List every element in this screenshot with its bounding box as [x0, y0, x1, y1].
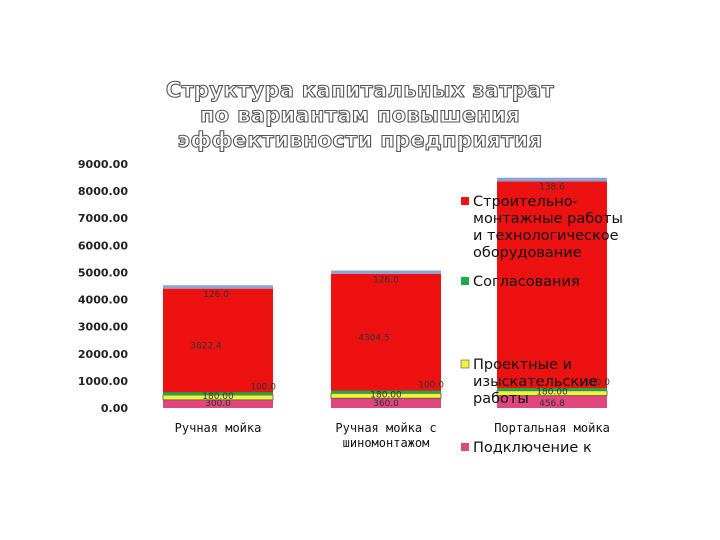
legend-label: оборудование	[473, 245, 582, 261]
data-label: 100.0	[584, 378, 610, 388]
data-label: 126.0	[373, 276, 399, 286]
legend-label: Проектные и	[473, 357, 572, 373]
bar-segment	[497, 395, 607, 408]
bar-segment	[331, 390, 441, 394]
bar-segment	[331, 273, 441, 391]
category-label: Портальная мойка	[494, 421, 610, 435]
y-tick-label: 6000.00	[78, 239, 128, 252]
legend-label: Подключение к	[473, 440, 592, 456]
y-axis: 0.00 1000.00 2000.00 3000.00 4000.00 5000.00 6…	[78, 158, 128, 415]
bars	[162, 177, 608, 408]
y-tick-label: 2000.00	[78, 348, 128, 361]
legend-label: изыскательские	[473, 374, 598, 390]
data-label: 100.0	[418, 381, 444, 391]
y-tick-label: 9000.00	[78, 158, 128, 171]
data-label: 180.00	[370, 390, 402, 400]
y-tick-label: 8000.00	[78, 185, 128, 198]
y-tick-label: 0.00	[101, 402, 128, 415]
data-label: 180.00	[536, 388, 568, 398]
bar-segment	[163, 399, 273, 408]
data-label: 360.0	[373, 399, 399, 409]
bar-segment	[331, 398, 441, 408]
legend-label: работы	[473, 391, 529, 407]
bar-segment	[163, 391, 273, 395]
legend-label: Согласования	[473, 274, 580, 290]
y-tick-label: 4000.00	[78, 294, 128, 307]
data-label: 180.00	[202, 392, 234, 402]
category-label: Ручная мойка	[175, 421, 262, 435]
chart-title: Структура капитальных затрат по варианта…	[165, 77, 555, 152]
data-label: 138.6	[539, 183, 565, 193]
legend-label: и технологическое	[473, 228, 619, 244]
bar-segment	[163, 285, 273, 289]
data-label: 3822.4	[190, 341, 222, 351]
data-label: 4304.5	[358, 333, 390, 343]
data-label: 300.0	[205, 399, 231, 409]
y-tick-label: 7000.00	[78, 212, 128, 225]
y-tick-label: 1000.00	[78, 375, 128, 388]
bar-segment	[497, 181, 607, 389]
data-labels: 300.0180.00100.03822.4126.0360.0180.0010…	[190, 183, 610, 409]
data-label: 100.0	[250, 382, 276, 392]
bar-segment	[331, 270, 441, 274]
legend-label: Строительно-	[473, 194, 578, 210]
data-label: 126.0	[203, 290, 229, 300]
bar-segment	[497, 177, 607, 182]
legend-swatch	[460, 359, 470, 369]
legend-swatch	[461, 443, 469, 451]
legend-label: монтажные работы	[473, 211, 623, 227]
bar-segment	[163, 288, 273, 393]
bar-segment	[497, 387, 607, 391]
legend-swatch	[461, 277, 469, 285]
legend-swatch	[461, 197, 469, 205]
y-tick-label: 3000.00	[78, 321, 128, 334]
category-label: шиномонтажом	[343, 436, 430, 450]
category-label: Ручная мойка с	[335, 421, 436, 435]
y-tick-label: 5000.00	[78, 266, 128, 279]
data-label: 456.8	[539, 399, 565, 409]
